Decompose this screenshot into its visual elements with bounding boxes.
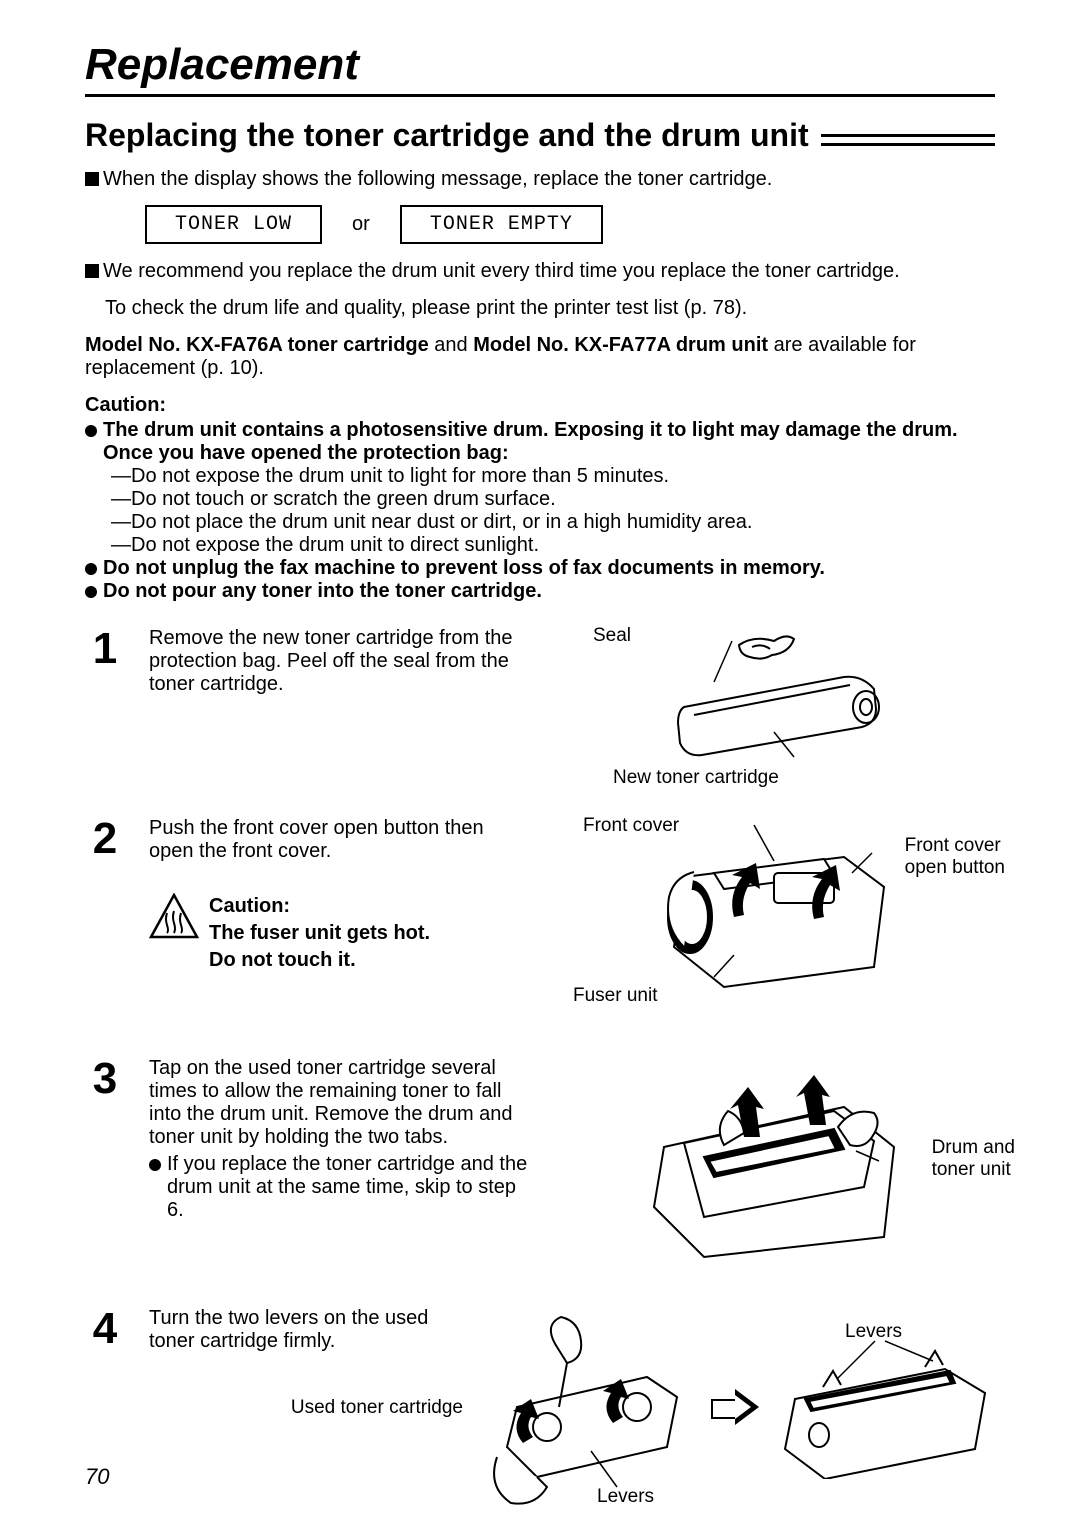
step-1-figure: Seal New toner cartridge	[553, 627, 995, 777]
model-bold2: Model No. KX-FA77A drum unit	[473, 334, 768, 356]
label-new-cartridge: New toner cartridge	[613, 767, 779, 789]
intro-block-2: We recommend you replace the drum unit e…	[85, 260, 995, 320]
step-4-figure: Levers Levers	[487, 1307, 995, 1507]
step2-caution-l1: The fuser unit gets hot.	[209, 920, 430, 947]
step-3: 3 Tap on the used toner cartridge severa…	[85, 1057, 995, 1267]
step-number: 2	[85, 817, 125, 1017]
levers-result-illustration	[775, 1329, 995, 1479]
intro2a-text: We recommend you replace the drum unit e…	[103, 260, 900, 283]
step-4-main: Turn the two levers on the used toner ca…	[149, 1307, 463, 1353]
step-number: 3	[85, 1057, 125, 1267]
caution-d3: —Do not place the drum unit near dust or…	[111, 511, 995, 534]
step-4: 4 Turn the two levers on the used toner …	[85, 1307, 995, 1507]
model-line: Model No. KX-FA76A toner cartridge and M…	[85, 334, 995, 380]
caution-b3: Do not pour any toner into the toner car…	[103, 580, 542, 603]
section-title: Replacement	[85, 40, 995, 90]
caution-b2: Do not unplug the fax machine to prevent…	[103, 557, 825, 580]
page-number: 70	[85, 1464, 109, 1490]
drum-removal-illustration	[614, 1057, 934, 1267]
step-2-caution: Caution: The fuser unit gets hot. Do not…	[149, 893, 529, 974]
label-seal: Seal	[593, 625, 631, 647]
caution-d1: —Do not expose the drum unit to light fo…	[111, 465, 995, 488]
fax-machine-illustration	[624, 817, 924, 997]
round-bullet-icon	[85, 425, 97, 437]
intro1-text: When the display shows the following mes…	[103, 168, 772, 191]
display-messages: TONER LOW or TONER EMPTY	[145, 205, 995, 244]
label-front-cover-open-button: Front cover open button	[905, 835, 1005, 879]
caution-heading: Caution:	[85, 394, 995, 417]
square-bullet-icon	[85, 264, 99, 278]
display-or: or	[352, 213, 370, 236]
step-2-main: Push the front cover open button then op…	[149, 817, 529, 863]
step-3-sub: If you replace the toner cartridge and t…	[167, 1153, 529, 1222]
arrow-right-icon	[711, 1387, 761, 1427]
steps-container: 1 Remove the new toner cartridge from th…	[85, 627, 995, 1507]
round-bullet-icon	[85, 586, 97, 598]
label-drum-toner-unit: Drum and toner unit	[932, 1137, 1015, 1181]
subtitle-bars	[821, 126, 995, 146]
display-toner-low: TONER LOW	[145, 205, 322, 244]
step2-caution-l2: Do not touch it.	[209, 947, 430, 974]
step-3-figure: Drum and toner unit	[553, 1057, 995, 1267]
caution-b1: The drum unit contains a photosensitive …	[103, 419, 958, 465]
step-1-text: Remove the new toner cartridge from the …	[149, 627, 529, 777]
step-2-figure: Front cover Front cover open button Fuse…	[553, 817, 995, 1017]
step-1: 1 Remove the new toner cartridge from th…	[85, 627, 995, 777]
label-fuser-unit: Fuser unit	[573, 985, 657, 1007]
step2-caution-head: Caution:	[209, 893, 430, 920]
title-rule	[85, 94, 995, 97]
step-3-main: Tap on the used toner cartridge several …	[149, 1057, 529, 1149]
display-toner-empty: TONER EMPTY	[400, 205, 603, 244]
step-3-text: Tap on the used toner cartridge several …	[149, 1057, 529, 1267]
label-front-cover: Front cover	[583, 815, 679, 837]
step-2-text: Push the front cover open button then op…	[149, 817, 529, 1017]
model-bold1: Model No. KX-FA76A toner cartridge	[85, 334, 429, 356]
caution-block: Caution: The drum unit contains a photos…	[85, 394, 995, 603]
subtitle: Replacing the toner cartridge and the dr…	[85, 117, 809, 154]
toner-cartridge-illustration	[644, 627, 904, 777]
caution-b1b: Once you have opened the protection bag:	[103, 442, 509, 464]
label-used-cartridge: Used toner cartridge	[149, 1397, 463, 1419]
round-bullet-icon	[149, 1159, 161, 1171]
round-bullet-icon	[85, 563, 97, 575]
caution-b1a: The drum unit contains a photosensitive …	[103, 419, 958, 441]
intro-line-1: When the display shows the following mes…	[85, 168, 995, 191]
label-levers-bottom: Levers	[597, 1486, 654, 1507]
model-mid: and	[429, 334, 473, 356]
step-2: 2 Push the front cover open button then …	[85, 817, 995, 1017]
label-levers-top: Levers	[845, 1321, 902, 1343]
lever-turn-illustration: Levers	[487, 1307, 697, 1507]
subtitle-row: Replacing the toner cartridge and the dr…	[85, 117, 995, 154]
step-number: 1	[85, 627, 125, 777]
caution-d2: —Do not touch or scratch the green drum …	[111, 488, 995, 511]
caution-d4: —Do not expose the drum unit to direct s…	[111, 534, 995, 557]
step-4-text: Turn the two levers on the used toner ca…	[149, 1307, 463, 1507]
square-bullet-icon	[85, 172, 99, 186]
intro2b-text: To check the drum life and quality, plea…	[105, 297, 995, 320]
hot-warning-icon	[149, 893, 199, 939]
